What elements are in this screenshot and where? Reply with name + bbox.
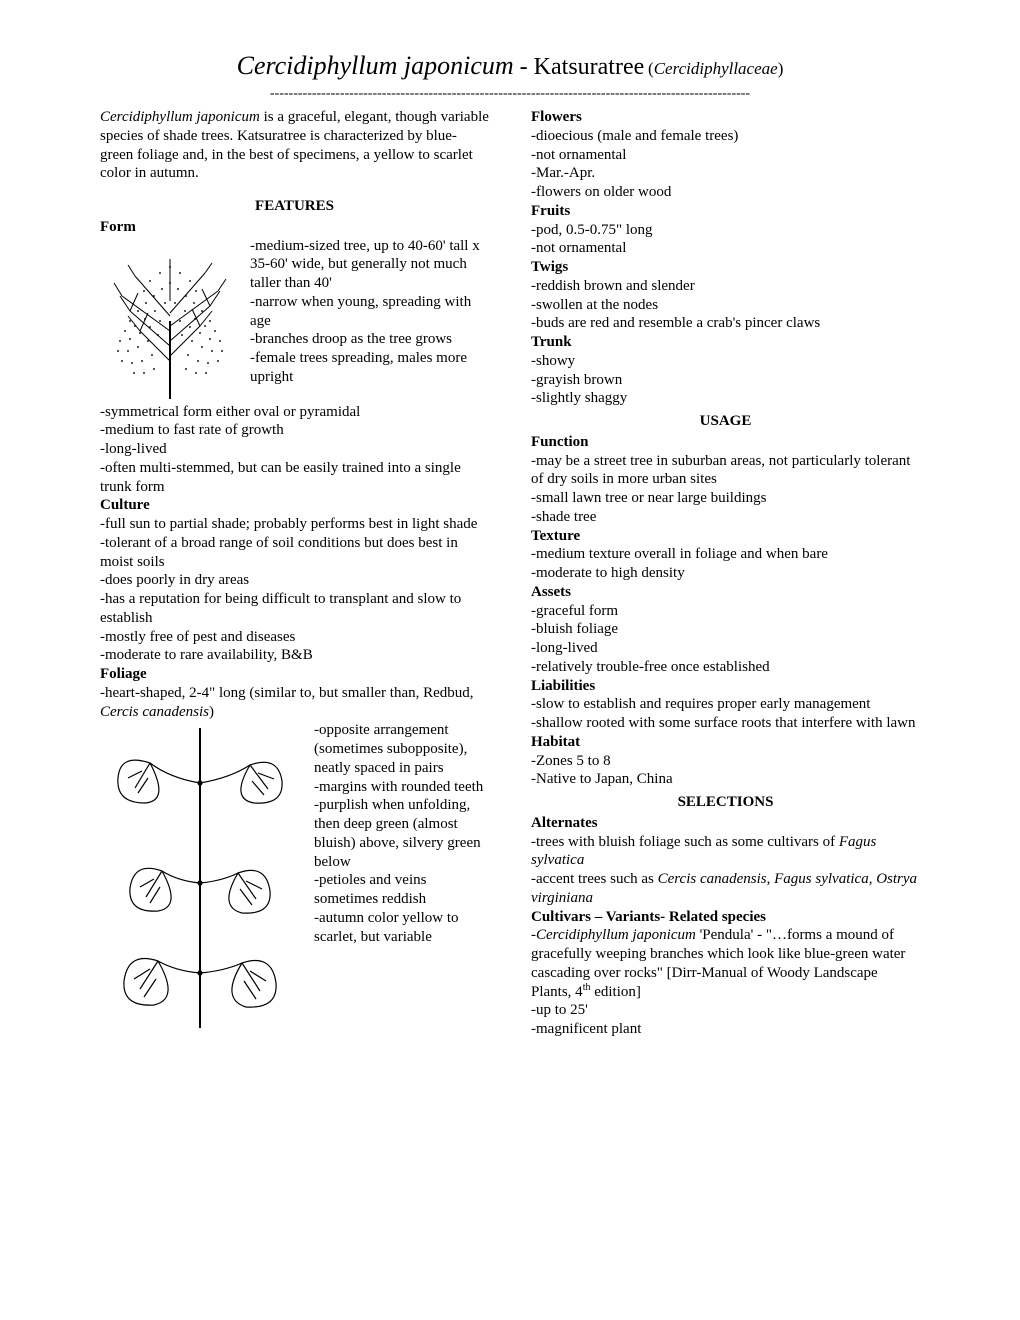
fruits-item: -pod, 0.5-0.75" long	[531, 221, 920, 240]
alternates-text: ,	[767, 871, 775, 887]
intro-lead: Cercidiphyllum japonicum	[100, 109, 260, 125]
form-block: -medium-sized tree, up to 40-60' tall x …	[100, 237, 489, 497]
content-columns: Cercidiphyllum japonicum is a graceful, …	[100, 108, 920, 1039]
twigs-item: -reddish brown and slender	[531, 277, 920, 296]
habitat-item: -Native to Japan, China	[531, 770, 920, 789]
foliage-block: -opposite arrangement (sometimes suboppo…	[100, 721, 489, 1035]
culture-item: -moderate to rare availability, B&B	[100, 646, 489, 665]
culture-item: -has a reputation for being difficult to…	[100, 590, 489, 628]
flowers-heading: Flowers	[531, 108, 920, 127]
usage-heading: USAGE	[531, 412, 920, 431]
cultivars-latin: Cercidiphyllum japonicum	[536, 927, 696, 943]
flowers-item: -flowers on older wood	[531, 183, 920, 202]
trunk-item: -slightly shaggy	[531, 389, 920, 408]
selections-heading: SELECTIONS	[531, 793, 920, 812]
assets-item: -long-lived	[531, 639, 920, 658]
alternates-latin: Fagus sylvatica	[774, 871, 869, 887]
form-item: -medium to fast rate of growth	[100, 421, 489, 440]
family-wrap: (Cercidiphyllaceae)	[648, 59, 783, 78]
alternates-item: -accent trees such as Cercis canadensis,…	[531, 870, 920, 908]
divider-line: ----------------------------------------…	[100, 85, 920, 103]
assets-item: -graceful form	[531, 602, 920, 621]
fruits-item: -not ornamental	[531, 239, 920, 258]
form-item: -often multi-stemmed, but can be easily …	[100, 459, 489, 497]
culture-item: -mostly free of pest and diseases	[100, 628, 489, 647]
form-item: -symmetrical form either oval or pyramid…	[100, 403, 489, 422]
flowers-item: -Mar.-Apr.	[531, 164, 920, 183]
cultivars-heading: Cultivars – Variants- Related species	[531, 908, 920, 927]
trunk-item: -showy	[531, 352, 920, 371]
title-separator: -	[514, 54, 534, 80]
twigs-item: -buds are red and resemble a crab's pinc…	[531, 314, 920, 333]
culture-item: -does poorly in dry areas	[100, 571, 489, 590]
texture-item: -moderate to high density	[531, 564, 920, 583]
tree-silhouette-icon	[100, 241, 240, 401]
form-heading: Form	[100, 218, 489, 237]
alternates-heading: Alternates	[531, 814, 920, 833]
function-item: -small lawn tree or near large buildings	[531, 489, 920, 508]
alternates-text: -accent trees such as	[531, 871, 658, 887]
cultivars-item: -magnificent plant	[531, 1020, 920, 1039]
flowers-item: -not ornamental	[531, 146, 920, 165]
texture-item: -medium texture overall in foliage and w…	[531, 545, 920, 564]
fruits-heading: Fruits	[531, 202, 920, 221]
cultivars-item: -Cercidiphyllum japonicum 'Pendula' - "……	[531, 926, 920, 1001]
form-item: -long-lived	[100, 440, 489, 459]
scientific-name: Cercidiphyllum japonicum	[237, 51, 514, 80]
leaf-diagram-icon	[100, 723, 300, 1033]
foliage-text: )	[209, 704, 214, 720]
assets-item: -bluish foliage	[531, 620, 920, 639]
habitat-heading: Habitat	[531, 733, 920, 752]
page-title: Cercidiphyllum japonicum - Katsuratree (…	[100, 50, 920, 83]
culture-item: -full sun to partial shade; probably per…	[100, 515, 489, 534]
common-name: Katsuratree	[534, 54, 645, 80]
foliage-text: -heart-shaped, 2-4" long (similar to, bu…	[100, 685, 474, 701]
texture-heading: Texture	[531, 527, 920, 546]
cultivars-item: -up to 25'	[531, 1001, 920, 1020]
liabilities-item: -slow to establish and requires proper e…	[531, 695, 920, 714]
alternates-text: -trees with bluish foliage such as some …	[531, 834, 839, 850]
liabilities-item: -shallow rooted with some surface roots …	[531, 714, 920, 733]
family-name: Cercidiphyllaceae	[654, 59, 778, 78]
culture-heading: Culture	[100, 496, 489, 515]
foliage-heading: Foliage	[100, 665, 489, 684]
alternates-latin: Cercis canadensis	[658, 871, 767, 887]
twigs-item: -swollen at the nodes	[531, 296, 920, 315]
flowers-item: -dioecious (male and female trees)	[531, 127, 920, 146]
twigs-heading: Twigs	[531, 258, 920, 277]
alternates-item: -trees with bluish foliage such as some …	[531, 833, 920, 871]
habitat-item: -Zones 5 to 8	[531, 752, 920, 771]
assets-item: -relatively trouble-free once establishe…	[531, 658, 920, 677]
liabilities-heading: Liabilities	[531, 677, 920, 696]
foliage-latin: Cercis canadensis	[100, 704, 209, 720]
function-item: -may be a street tree in suburban areas,…	[531, 452, 920, 490]
features-heading: FEATURES	[100, 197, 489, 216]
assets-heading: Assets	[531, 583, 920, 602]
intro-paragraph: Cercidiphyllum japonicum is a graceful, …	[100, 108, 489, 183]
culture-item: -tolerant of a broad range of soil condi…	[100, 534, 489, 572]
function-item: -shade tree	[531, 508, 920, 527]
foliage-item: -heart-shaped, 2-4" long (similar to, bu…	[100, 684, 489, 722]
trunk-item: -grayish brown	[531, 371, 920, 390]
function-heading: Function	[531, 433, 920, 452]
cultivars-text: edition]	[590, 984, 640, 1000]
trunk-heading: Trunk	[531, 333, 920, 352]
